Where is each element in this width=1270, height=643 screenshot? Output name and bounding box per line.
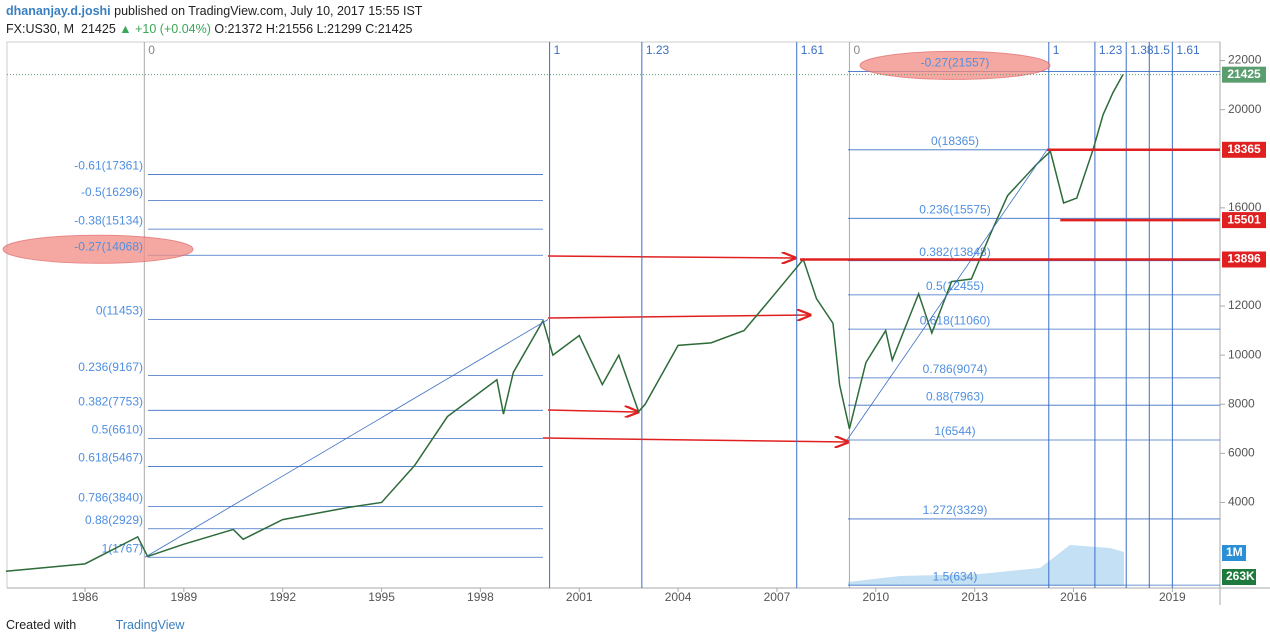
published: published on TradingView.com, July 10, 2… [114, 4, 423, 18]
highlight [859, 50, 1051, 80]
price-tick-label: 12000 [1228, 298, 1262, 312]
fib-label: 0(18365) [931, 134, 979, 148]
price-badge-label: 15501 [1227, 212, 1261, 226]
chart: 0 1 1.23 1.61 0 1 1.23 1.38 1.5 1.61 -0.61(17361) -… [2, 41, 1270, 605]
time-tick-label: 1986 [72, 590, 99, 604]
symbol-line: FX:US30, M 21425 ▲ +10 (+0.04%) O:21372 … [6, 22, 413, 36]
time-tick-label: 2013 [961, 590, 988, 604]
trend-line [846, 149, 1048, 441]
price-badge-label: 13896 [1227, 252, 1261, 266]
volume-badge-label: 263K [1226, 569, 1255, 583]
fib-time-label: 1.38 [1130, 43, 1154, 57]
fib-time-label: 0 [148, 43, 155, 57]
arrow [542, 438, 848, 442]
volume-badge-label: 1M [1226, 545, 1243, 559]
open: O:21372 [214, 22, 263, 36]
time-tick-label: 2007 [764, 590, 791, 604]
fib-label: -0.27(14068) [74, 239, 143, 253]
time-tick-label: 2010 [862, 590, 889, 604]
fib-label: 0.382(13848) [919, 245, 990, 259]
fib-time-label: 0 [853, 43, 860, 57]
arrow [547, 256, 795, 258]
price-tick-label: 22000 [1228, 53, 1262, 67]
price-badge [1222, 251, 1266, 268]
fib-time-label: 1 [554, 43, 561, 57]
price-badge [1222, 212, 1266, 229]
price-tick-label: 20000 [1228, 102, 1262, 116]
close: C:21425 [365, 22, 413, 36]
last: 21425 [81, 22, 116, 36]
price-tick-label: 10000 [1228, 347, 1262, 361]
last-price-badge [1222, 66, 1266, 83]
highlight [2, 234, 194, 264]
price-tick-label: 4000 [1228, 495, 1255, 509]
footer: Created with TradingView [6, 618, 184, 632]
fib-label: 0.618(5467) [78, 451, 143, 465]
price-tick-label: 16000 [1228, 200, 1262, 214]
arrows [542, 256, 848, 442]
symbol: FX:US30, M [6, 22, 75, 36]
volume-badge [1222, 569, 1256, 585]
fib-label: -0.61(17361) [74, 159, 143, 173]
time-tick-label: 1998 [467, 590, 494, 604]
fib-time-label: 1.61 [801, 43, 825, 57]
volume-badge [1222, 545, 1246, 561]
fib-label: 0.5(6610) [92, 423, 143, 437]
high: H:21556 [265, 22, 314, 36]
brand[interactable]: TradingView [115, 618, 185, 632]
price-tick-label: 6000 [1228, 446, 1255, 460]
fib-label: 1(6544) [934, 424, 975, 438]
fib-label: 0.5(12455) [926, 279, 984, 293]
change: ▲ +10 (+0.04%) [119, 22, 211, 36]
fib-label: 0.618(11060) [920, 313, 991, 327]
time-tick-label: 2019 [1159, 590, 1186, 604]
price-badge-label: 18365 [1227, 142, 1261, 156]
trend-line [144, 319, 549, 558]
arrow [547, 410, 638, 412]
fib-label: -0.38(15134) [74, 213, 143, 227]
time-tick-label: 2001 [566, 590, 593, 604]
fib-label: 0(11453) [96, 304, 143, 318]
time-tick-label: 2004 [665, 590, 692, 604]
time-tick-label: 1989 [170, 590, 197, 604]
fib-label: 0.88(2929) [85, 513, 143, 527]
fib-label: 0.236(9167) [78, 360, 143, 374]
price-badge [1222, 141, 1266, 158]
low: L:21299 [316, 22, 362, 36]
fib-time-label: 1.5 [1153, 43, 1170, 57]
fib-time-label: 1.23 [1099, 43, 1123, 57]
volume-area [848, 545, 1124, 586]
fib-label: 0.382(7753) [78, 394, 143, 408]
created: Created with [6, 618, 77, 632]
time-tick-label: 2016 [1060, 590, 1087, 604]
fib-label: 0.786(3840) [78, 491, 143, 505]
fib-label: 0.786(9074) [923, 362, 988, 376]
author[interactable]: dhananjay.d.joshi [6, 4, 111, 18]
fib-time-label: 1.61 [1176, 43, 1200, 57]
fib-time-label: 1.23 [646, 43, 670, 57]
fib-label: 1.272(3329) [923, 503, 988, 517]
fib-time-label: 1 [1053, 43, 1060, 57]
fib-label: 0.88(7963) [926, 389, 984, 403]
fib-label: 1.5(634) [933, 569, 978, 583]
time-tick-label: 1992 [269, 590, 296, 604]
last-price-label: 21425 [1227, 67, 1261, 81]
fib-label: 0.236(15575) [919, 202, 990, 216]
price-tick-label: 8000 [1228, 396, 1255, 410]
fib-label: 1(1767) [102, 541, 143, 555]
fib-label: -0.27(21557) [921, 56, 990, 70]
time-tick-label: 1995 [368, 590, 395, 604]
fib-label: -0.5(16296) [81, 185, 143, 199]
arrow [547, 315, 810, 318]
publish-line: dhananjay.d.joshi published on TradingVi… [6, 4, 422, 18]
price-line [5, 74, 1124, 572]
